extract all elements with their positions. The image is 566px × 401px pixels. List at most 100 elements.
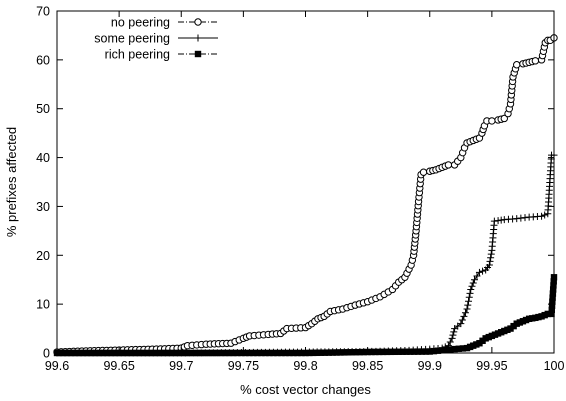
- data-point-some-peering: [450, 328, 458, 336]
- data-point-some-peering: [461, 309, 469, 317]
- x-tick-label: 99.8: [293, 359, 317, 373]
- y-tick-label: 40: [36, 151, 50, 165]
- data-point-rich-peering: [356, 348, 364, 356]
- data-point-some-peering: [469, 279, 477, 287]
- data-point-rich-peering: [430, 347, 438, 355]
- data-point-rich-peering: [548, 310, 555, 318]
- series-layer: [53, 34, 558, 357]
- data-point-some-peering: [448, 334, 456, 342]
- data-point-some-peering: [460, 312, 468, 320]
- x-tick-label: 99.85: [352, 359, 383, 373]
- data-point-some-peering: [485, 261, 493, 269]
- data-point-rich-peering: [443, 346, 450, 354]
- data-point-some-peering: [541, 211, 549, 219]
- data-point-some-peering: [468, 282, 476, 290]
- series-no-peering: [53, 34, 558, 356]
- data-point-some-peering: [487, 250, 495, 258]
- data-point-some-peering: [458, 316, 466, 324]
- data-point-no-peering: [444, 161, 453, 169]
- data-point-rich-peering: [455, 345, 462, 352]
- y-tick-label: 10: [36, 298, 50, 312]
- data-point-some-peering: [446, 338, 454, 346]
- data-point-rich-peering: [391, 348, 399, 356]
- series-line-no-peering: [56, 37, 555, 353]
- x-tick-label: 99.9: [418, 359, 442, 373]
- data-point-rich-peering: [548, 302, 556, 309]
- data-point-no-peering: [419, 168, 428, 176]
- data-point-some-peering: [464, 301, 472, 309]
- y-tick-label: 0: [43, 347, 50, 361]
- data-point-rich-peering: [407, 348, 414, 355]
- data-point-rich-peering: [549, 298, 556, 305]
- data-point-rich-peering: [352, 349, 360, 356]
- data-point-rich-peering: [376, 348, 383, 356]
- plot-frame: [56, 10, 555, 354]
- data-point-some-peering: [470, 276, 478, 284]
- x-tick-label: 99.6: [45, 359, 69, 373]
- data-point-rich-peering: [395, 348, 402, 355]
- data-point-rich-peering: [387, 348, 395, 356]
- y-axis-label: % prefixes affected: [4, 127, 19, 237]
- data-point-rich-peering: [399, 348, 406, 355]
- data-point-rich-peering: [447, 346, 454, 353]
- y-tick-label: 60: [36, 53, 50, 67]
- data-point-rich-peering: [372, 348, 379, 356]
- x-tick-label: 99.65: [103, 359, 134, 373]
- data-point-rich-peering: [550, 282, 557, 289]
- legend-label-rich-peering: rich peering: [105, 48, 170, 62]
- data-point-rich-peering: [434, 347, 442, 354]
- y-tick-label: 30: [36, 200, 50, 214]
- data-point-no-peering: [531, 57, 540, 65]
- data-point-no-peering: [500, 114, 508, 123]
- data-point-some-peering: [466, 289, 474, 297]
- data-point-some-peering: [486, 257, 494, 265]
- legend-label-no-peering: no peering: [111, 16, 170, 30]
- data-point-rich-peering: [368, 348, 375, 356]
- data-point-some-peering: [449, 331, 457, 339]
- data-point-rich-peering: [414, 348, 422, 355]
- y-tick-label: 50: [36, 102, 50, 116]
- data-point-some-peering: [465, 293, 473, 301]
- legend: no peering some peering rich peering: [94, 16, 218, 62]
- data-point-rich-peering: [345, 349, 352, 356]
- legend-marker-no-peering: [194, 18, 202, 26]
- data-point-rich-peering: [549, 290, 557, 297]
- series-line-some-peering: [57, 154, 554, 354]
- x-tick-label: 100: [544, 359, 565, 373]
- data-point-rich-peering: [360, 348, 367, 356]
- data-point-some-peering: [538, 212, 546, 220]
- data-point-some-peering: [487, 254, 495, 262]
- data-point-rich-peering: [438, 347, 446, 354]
- series-rich-peering: [53, 274, 558, 357]
- data-point-some-peering: [465, 297, 473, 305]
- data-point-rich-peering: [549, 286, 557, 293]
- data-point-rich-peering: [348, 349, 356, 356]
- data-point-rich-peering: [548, 306, 555, 314]
- data-point-some-peering: [473, 272, 481, 280]
- data-point-some-peering: [463, 305, 471, 313]
- data-point-rich-peering: [544, 310, 551, 318]
- y-tick-label: 20: [36, 249, 50, 263]
- data-point-rich-peering: [549, 294, 556, 301]
- data-point-rich-peering: [383, 348, 391, 356]
- data-point-rich-peering: [337, 349, 344, 356]
- data-point-rich-peering: [379, 348, 387, 356]
- x-tick-label: 99.75: [228, 359, 259, 373]
- data-point-no-peering: [488, 117, 496, 125]
- data-point-rich-peering: [411, 348, 418, 355]
- data-point-some-peering: [475, 268, 483, 276]
- data-point-rich-peering: [418, 348, 426, 355]
- data-point-some-peering: [457, 320, 465, 328]
- data-point-rich-peering: [422, 348, 430, 355]
- data-point-rich-peering: [403, 348, 410, 355]
- legend-marker-rich-peering: [194, 50, 202, 58]
- legend-label-some-peering: some peering: [94, 32, 170, 46]
- data-point-rich-peering: [459, 345, 467, 352]
- x-axis-label: % cost vector changes: [240, 382, 371, 397]
- legend-marker-some-peering: [194, 34, 202, 42]
- x-tick-label: 99.7: [169, 359, 193, 373]
- data-point-some-peering: [467, 285, 475, 293]
- x-tick-label: 99.95: [476, 359, 507, 373]
